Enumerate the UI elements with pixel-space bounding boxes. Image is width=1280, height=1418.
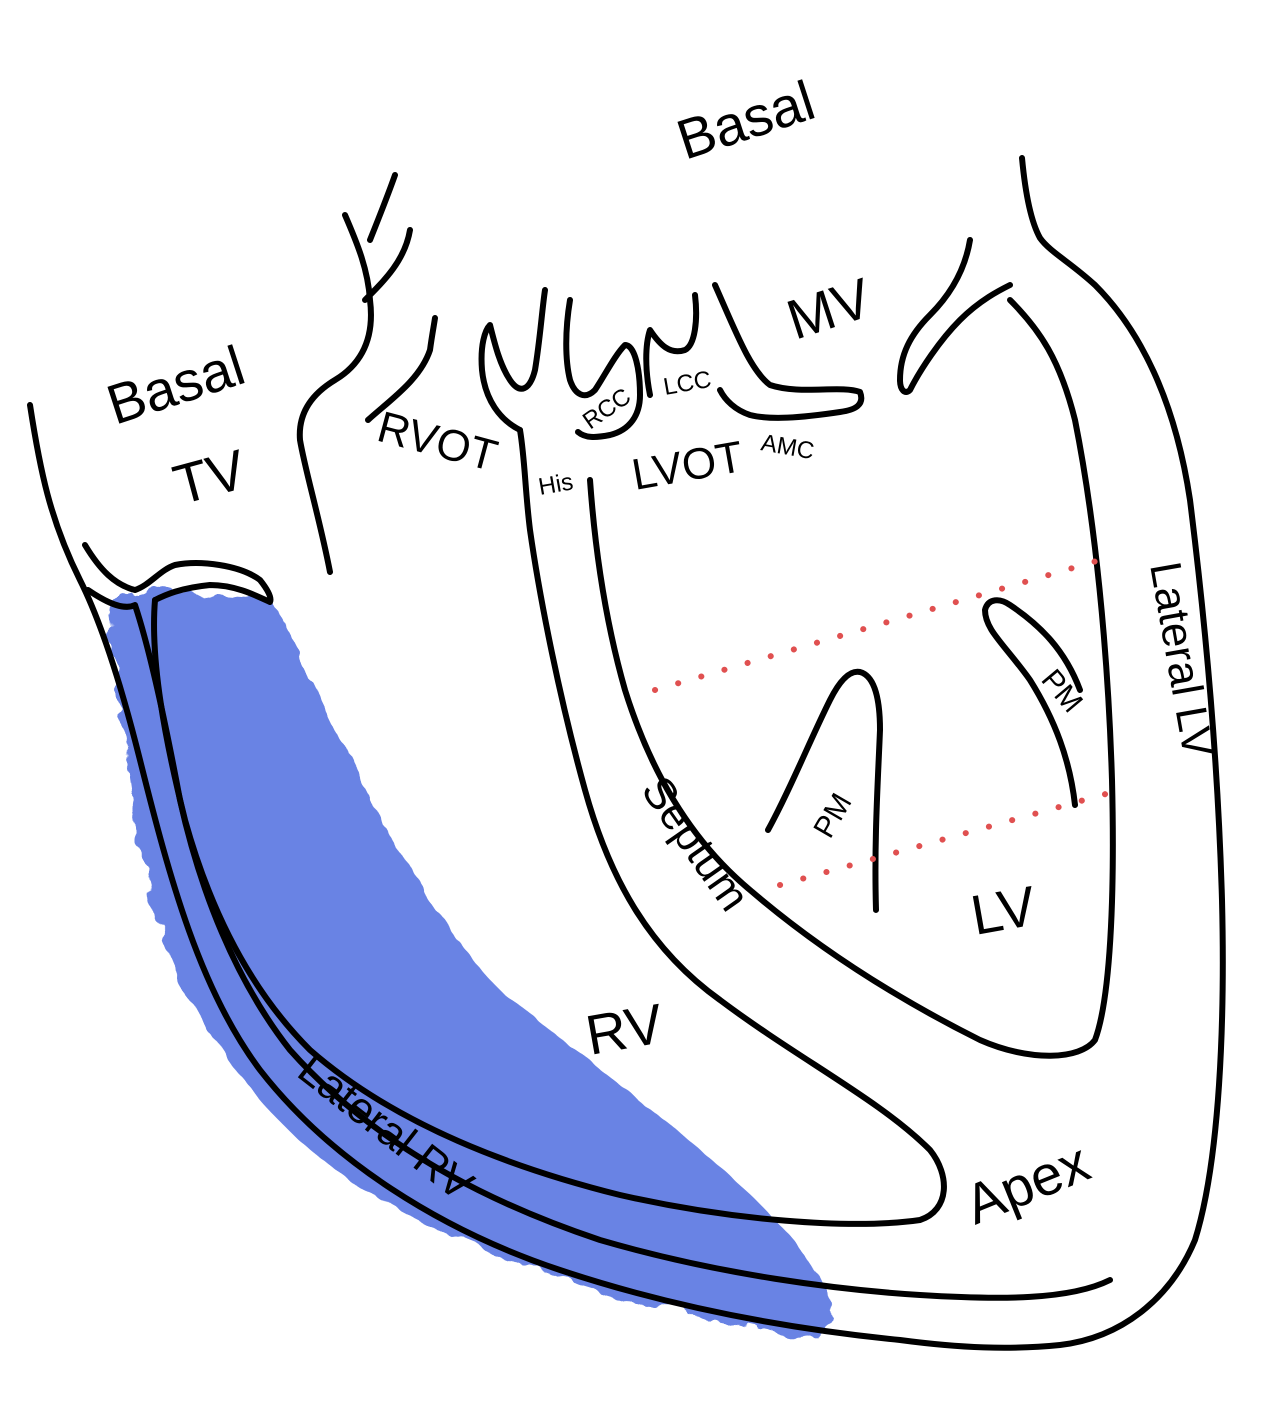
label-lvot: LVOT <box>628 432 746 500</box>
label-rv: RV <box>581 991 668 1066</box>
septum-left-line <box>587 297 1116 1059</box>
rv-wall-shading <box>110 590 832 1340</box>
label-pm-lower: PM <box>807 788 858 843</box>
label-his: His <box>536 468 575 501</box>
rv-endocardium <box>151 427 947 1227</box>
outer-heart-contour <box>27 155 1226 1351</box>
label-lateral-lv: Lateral LV <box>1140 558 1223 761</box>
aortic-cusps <box>478 282 865 440</box>
label-lcc: LCC <box>661 366 713 401</box>
basal-level-marker <box>652 557 1103 693</box>
tricuspid-valve-leaflets <box>82 542 274 605</box>
label-lv: LV <box>966 873 1041 946</box>
rvot-right-wall <box>362 172 438 423</box>
label-pm-upper: PM <box>1035 663 1089 719</box>
mitral-valve <box>897 237 1013 395</box>
label-basal-left: Basal <box>99 333 252 436</box>
rvot-left-wall <box>296 212 374 575</box>
label-amc: AMC <box>759 429 816 465</box>
papillary-muscle-lower <box>765 668 883 913</box>
label-apex: Apex <box>956 1130 1098 1236</box>
papillary-muscle-upper <box>982 597 1083 808</box>
label-tv: TV <box>167 437 253 517</box>
label-rvot: RVOT <box>372 402 502 481</box>
label-basal-top: Basal <box>669 68 822 171</box>
label-mv: MV <box>779 265 879 351</box>
label-septum: Septum <box>632 768 759 920</box>
